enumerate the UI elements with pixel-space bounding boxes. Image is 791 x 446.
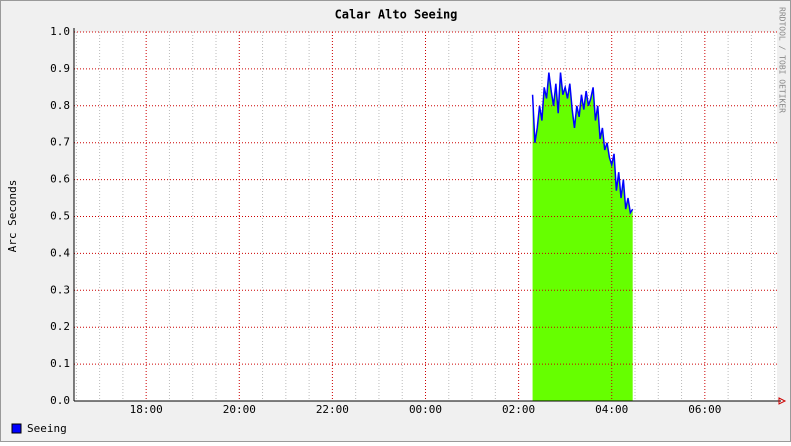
- legend-label: Seeing: [27, 422, 67, 435]
- x-tick-label: 18:00: [130, 403, 163, 416]
- chart-title: Calar Alto Seeing: [335, 8, 458, 22]
- y-tick-label: 0.4: [50, 246, 70, 259]
- watermark: RRDTOOL / TOBI OETIKER: [778, 7, 787, 113]
- x-tick-label: 06:00: [688, 403, 721, 416]
- y-tick-label: 0.6: [50, 173, 70, 186]
- y-tick-label: 0.0: [50, 394, 70, 407]
- y-tick-label: 0.3: [50, 283, 70, 296]
- x-tick-label: 00:00: [409, 403, 442, 416]
- legend-swatch: [11, 423, 22, 434]
- x-tick-label: 20:00: [223, 403, 256, 416]
- y-tick-label: 0.8: [50, 99, 70, 112]
- y-tick-label: 0.2: [50, 320, 70, 333]
- y-tick-label: 0.7: [50, 136, 70, 149]
- line: [531, 72, 634, 215]
- x-tick-label: 22:00: [316, 403, 349, 416]
- x-tick-label: 04:00: [595, 403, 628, 416]
- x-axis-arrow: [778, 397, 787, 405]
- y-tick-label: 0.1: [50, 357, 70, 370]
- y-axis-label: Arc Seconds: [6, 180, 19, 253]
- x-tick-label: 02:00: [502, 403, 535, 416]
- y-tick-label: 0.9: [50, 62, 70, 75]
- area: [532, 72, 633, 401]
- y-tick-label: 1.0: [50, 25, 70, 38]
- y-tick-label: 0.5: [50, 210, 70, 223]
